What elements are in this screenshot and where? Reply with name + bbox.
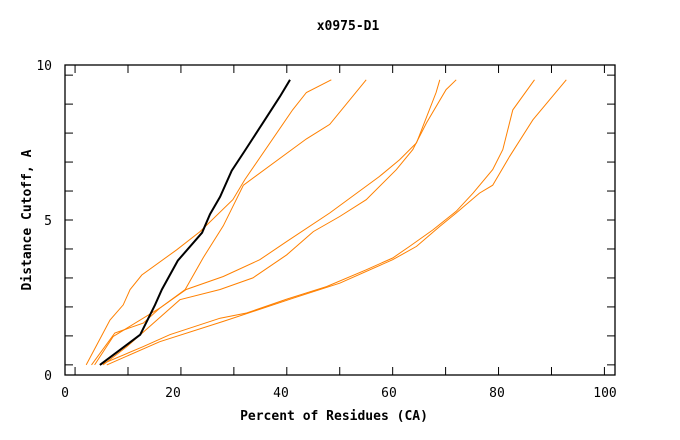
y-tick-label: 0 (44, 369, 52, 384)
x-tick-label: 20 (165, 386, 181, 401)
y-axis-label: Distance Cutoff, A (20, 149, 35, 290)
series-line-orange-4 (102, 79, 457, 366)
series-line-orange-2 (91, 79, 367, 366)
x-tick-label: 80 (489, 386, 505, 401)
x-axis-label: Percent of Residues (CA) (240, 409, 428, 424)
x-tick-label: 0 (61, 386, 69, 401)
plot-frame (64, 64, 616, 376)
x-tick-label: 60 (381, 386, 397, 401)
series-line-orange-5 (99, 79, 535, 366)
x-tick-label: 100 (593, 386, 616, 401)
series-line-black (99, 79, 291, 366)
chart-title: x0975-D1 (317, 19, 380, 34)
y-tick-label: 10 (36, 59, 52, 74)
x-tick-label: 40 (273, 386, 289, 401)
series-lines (85, 79, 567, 366)
y-tick-label: 5 (44, 214, 52, 229)
axis-ticks: 0 20 40 60 80 100 0 5 10 (36, 59, 616, 401)
series-line-orange-6 (106, 79, 567, 366)
series-line-orange-1 (85, 79, 332, 366)
